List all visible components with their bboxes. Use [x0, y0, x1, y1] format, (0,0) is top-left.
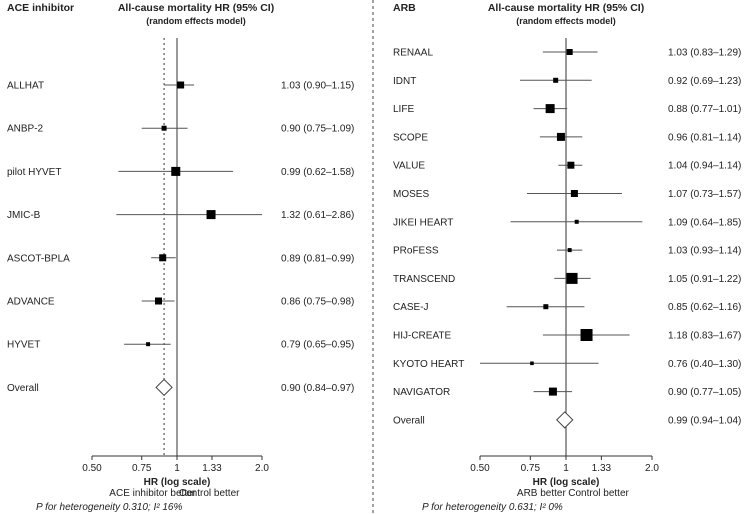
group-label: ARB: [393, 2, 416, 14]
study-name: KYOTO HEART: [393, 359, 464, 370]
chart-subtitle: (random effects model): [516, 16, 616, 26]
study-name: HYVET: [7, 340, 40, 351]
favors-right-label: Control better: [568, 488, 629, 499]
overall-label: Overall: [7, 383, 39, 394]
x-tick-label: 2.0: [645, 463, 659, 474]
study-name: VALUE: [393, 161, 425, 172]
overall-label: Overall: [393, 415, 425, 426]
study-name: JIKEI HEART: [393, 217, 453, 228]
x-axis-label: HR (log scale): [533, 477, 600, 488]
hr-point-marker: [548, 387, 557, 396]
study-name: ALLHAT: [7, 81, 44, 92]
hr-point-marker: [566, 49, 573, 55]
x-axis-label: HR (log scale): [144, 477, 211, 488]
study-name: JMIC-B: [7, 210, 41, 221]
hr-point-marker: [567, 248, 572, 253]
study-name: ANBP-2: [7, 124, 44, 135]
hr-value-label: 0.76 (0.40–1.30): [668, 359, 741, 370]
x-tick-label: 0.50: [470, 463, 490, 474]
hr-point-marker: [530, 361, 534, 366]
x-tick-label: 0.50: [82, 463, 102, 474]
hr-value-label: 1.05 (0.91–1.22): [668, 274, 741, 285]
study-name: SCOPE: [393, 132, 428, 143]
group-label: ACE inhibitor: [7, 2, 74, 14]
hr-point-marker: [570, 190, 578, 197]
hr-value-label: 0.89 (0.81–0.99): [281, 253, 354, 264]
chart-title: All-cause mortality HR (95% CI): [488, 2, 644, 14]
study-name: CASE-J: [393, 302, 429, 313]
study-name: ASCOT-BPLA: [7, 253, 70, 264]
hr-value-label: 0.92 (0.69–1.23): [668, 76, 741, 87]
hr-value-label: 0.79 (0.65–0.95): [281, 340, 354, 351]
x-tick-label: 2.0: [255, 463, 269, 474]
study-name: MOSES: [393, 189, 429, 200]
hr-value-label: 1.18 (0.83–1.67): [668, 331, 741, 342]
study-name: LIFE: [393, 104, 414, 115]
chart-title: All-cause mortality HR (95% CI): [118, 2, 274, 14]
study-name: TRANSCEND: [393, 274, 455, 285]
x-tick-label: 0.75: [132, 463, 152, 474]
hr-value-label: 0.90 (0.77–1.05): [668, 387, 741, 398]
hr-value-label: 1.03 (0.83–1.29): [668, 48, 741, 59]
hr-value-label: 1.09 (0.64–1.85): [668, 217, 741, 228]
hr-value-label: 0.85 (0.62–1.16): [668, 302, 741, 313]
overall-diamond: [556, 411, 574, 429]
study-name: RENAAL: [393, 48, 433, 59]
study-name: IDNT: [393, 76, 416, 87]
hr-point-marker: [543, 304, 549, 310]
hr-point-marker: [545, 104, 555, 114]
favors-right-label: Control better: [179, 488, 240, 499]
favors-left-label: ACE inhibitor better: [109, 488, 196, 499]
overall-hr-label: 0.99 (0.94–1.04): [668, 415, 741, 426]
hr-point-marker: [155, 297, 163, 305]
hr-value-label: 0.86 (0.75–0.98): [281, 297, 354, 308]
hr-value-label: 1.03 (0.90–1.15): [281, 81, 354, 92]
hr-point-marker: [580, 329, 593, 341]
arb-panel: ARB All-cause mortality HR (95% CI) (rando…: [393, 2, 741, 513]
ace-inhibitor-panel: ACE inhibitor All-cause mortality HR (95%…: [7, 2, 354, 513]
overall-hr-label: 0.90 (0.84–0.97): [281, 383, 354, 394]
hr-value-label: 0.88 (0.77–1.01): [668, 104, 741, 115]
chart-subtitle: (random effects model): [146, 16, 246, 26]
hr-point-marker: [206, 210, 216, 220]
study-name: NAVIGATOR: [393, 387, 450, 398]
overall-diamond: [155, 378, 173, 397]
hr-point-marker: [567, 161, 575, 169]
x-tick-label: 1: [563, 463, 569, 474]
hr-point-marker: [574, 219, 579, 224]
hr-point-marker: [161, 125, 167, 131]
hr-point-marker: [566, 272, 578, 284]
study-name: ADVANCE: [7, 297, 55, 308]
hr-value-label: 0.90 (0.75–1.09): [281, 124, 354, 135]
hr-point-marker: [146, 342, 151, 347]
hr-value-label: 1.07 (0.73–1.57): [668, 189, 741, 200]
hr-point-marker: [177, 81, 185, 89]
x-tick-label: 0.75: [521, 463, 541, 474]
hr-value-label: 1.32 (0.61–2.86): [281, 210, 354, 221]
heterogeneity-label: P for heterogeneity 0.631; I² 0%: [422, 502, 563, 513]
hr-point-marker: [553, 77, 559, 83]
hr-value-label: 1.03 (0.93–1.14): [668, 246, 741, 257]
hr-value-label: 1.04 (0.94–1.14): [668, 161, 741, 172]
x-tick-label: 1.33: [592, 463, 612, 474]
study-name: pilot HYVET: [7, 167, 61, 178]
study-name: PRoFESS: [393, 246, 439, 257]
heterogeneity-label: P for heterogeneity 0.310; I² 16%: [36, 502, 182, 513]
hr-point-marker: [159, 254, 167, 262]
hr-point-marker: [171, 166, 181, 176]
x-tick-label: 1.33: [202, 463, 222, 474]
hr-value-label: 0.96 (0.81–1.14): [668, 132, 741, 143]
hr-value-label: 0.99 (0.62–1.58): [281, 167, 354, 178]
favors-left-label: ARB better: [517, 488, 567, 499]
x-tick-label: 1: [174, 463, 180, 474]
study-name: HIJ-CREATE: [393, 331, 451, 342]
hr-point-marker: [556, 132, 565, 141]
